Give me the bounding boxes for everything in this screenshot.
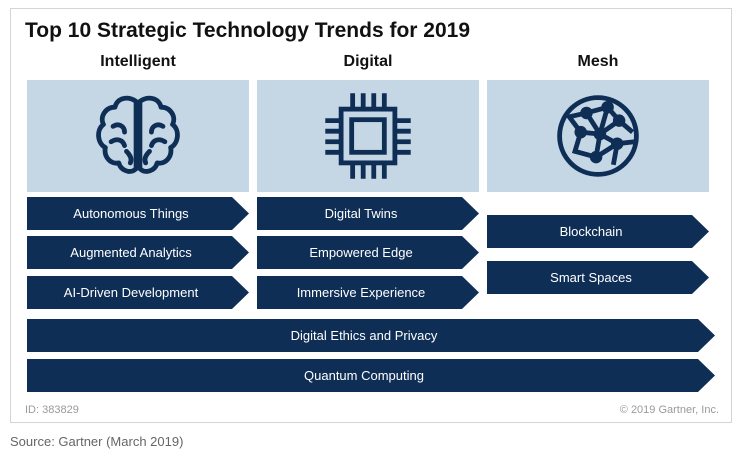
copyright-notice: © 2019 Gartner, Inc. <box>619 404 719 416</box>
trend-empowered-edge: Empowered Edge <box>257 236 479 269</box>
tile-intelligent <box>27 80 249 192</box>
trend-smart-spaces: Smart Spaces <box>487 261 709 294</box>
source-caption: Source: Gartner (March 2019) <box>10 434 184 449</box>
column-heading-intelligent: Intelligent <box>100 53 176 70</box>
trend-augmented-analytics: Augmented Analytics <box>27 236 249 269</box>
diagram-title: Top 10 Strategic Technology Trends for 2… <box>25 19 470 42</box>
diagram-card: Top 10 Strategic Technology Trends for 2… <box>10 8 732 423</box>
trend-digital-twins: Digital Twins <box>257 197 479 230</box>
chip-icon <box>325 93 411 179</box>
trend-quantum-computing: Quantum Computing <box>27 359 715 392</box>
tile-digital <box>257 80 479 192</box>
tile-mesh <box>487 80 709 192</box>
trend-blockchain: Blockchain <box>487 215 709 248</box>
network-globe-icon <box>557 95 639 177</box>
trend-immersive-experience: Immersive Experience <box>257 276 479 309</box>
trend-autonomous-things: Autonomous Things <box>27 197 249 230</box>
trend-digital-ethics-and-privacy: Digital Ethics and Privacy <box>27 319 715 352</box>
trend-ai-driven-development: AI-Driven Development <box>27 276 249 309</box>
document-id: ID: 383829 <box>25 404 79 416</box>
column-heading-mesh: Mesh <box>577 53 619 70</box>
brain-icon <box>96 95 180 174</box>
column-heading-digital: Digital <box>343 53 393 70</box>
